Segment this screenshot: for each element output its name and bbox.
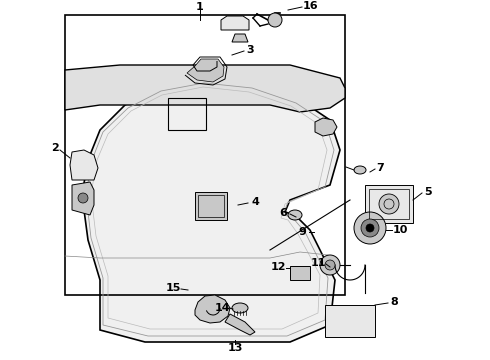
Bar (290, 266, 310, 280)
Text: 4: 4 (251, 197, 259, 207)
Text: 7: 7 (376, 163, 384, 173)
Bar (65, 15, 345, 295)
Polygon shape (65, 65, 345, 112)
Text: 14: 14 (214, 303, 230, 313)
Text: 5: 5 (424, 187, 432, 197)
Polygon shape (232, 34, 248, 42)
Bar (195, 192, 227, 220)
Text: 2: 2 (51, 143, 59, 153)
Circle shape (361, 219, 379, 237)
Text: 10: 10 (392, 225, 408, 235)
Bar (365, 185, 413, 223)
Polygon shape (72, 182, 94, 215)
Text: 6: 6 (279, 208, 287, 218)
Text: 3: 3 (246, 45, 254, 55)
Circle shape (78, 193, 88, 203)
Text: 1: 1 (196, 2, 204, 12)
Polygon shape (221, 16, 249, 30)
Polygon shape (70, 150, 98, 180)
Text: 12: 12 (270, 262, 286, 272)
Circle shape (268, 13, 282, 27)
Text: 13: 13 (227, 343, 243, 353)
Text: 16: 16 (302, 1, 318, 11)
Text: 9: 9 (298, 227, 306, 237)
Bar (325, 305, 375, 337)
Circle shape (320, 255, 340, 275)
Circle shape (325, 260, 335, 270)
Bar (198, 195, 224, 217)
Text: 15: 15 (165, 283, 181, 293)
Ellipse shape (354, 166, 366, 174)
Circle shape (354, 212, 386, 244)
Bar (369, 189, 409, 219)
Circle shape (366, 224, 374, 232)
Ellipse shape (232, 303, 248, 313)
Polygon shape (225, 314, 255, 335)
Text: 8: 8 (390, 297, 398, 307)
Polygon shape (187, 59, 224, 82)
Bar (168, 98, 206, 130)
Polygon shape (82, 80, 340, 342)
Ellipse shape (288, 210, 302, 220)
Circle shape (379, 194, 399, 214)
Text: 11: 11 (310, 258, 326, 268)
Polygon shape (195, 295, 230, 323)
Polygon shape (315, 118, 337, 136)
